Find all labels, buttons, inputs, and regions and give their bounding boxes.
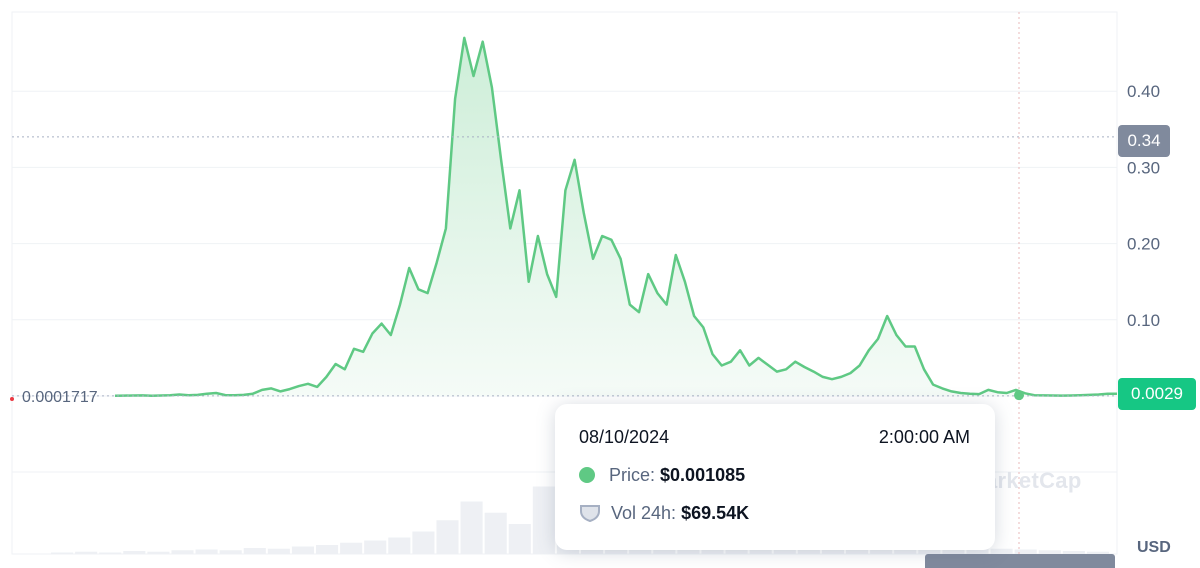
volume-bar bbox=[388, 537, 411, 554]
volume-bar bbox=[1062, 551, 1085, 554]
crosshair-point bbox=[1014, 390, 1024, 401]
volume-bar bbox=[364, 540, 387, 554]
currency-label: USD bbox=[1137, 539, 1171, 556]
volume-bar bbox=[291, 546, 314, 554]
tooltip-volume-value: $69.54K bbox=[681, 503, 750, 523]
volume-bar bbox=[942, 548, 965, 554]
crosshair-guides bbox=[12, 12, 1117, 554]
price-dot-icon bbox=[579, 467, 595, 483]
volume-bar bbox=[966, 547, 989, 554]
volume-bar bbox=[171, 550, 194, 554]
watermark: arketCap bbox=[985, 468, 1082, 493]
volume-bar bbox=[316, 545, 339, 554]
tooltip-price-label: Price: bbox=[609, 465, 656, 485]
volume-shield-icon bbox=[580, 505, 600, 522]
volume-bar bbox=[412, 531, 435, 554]
tooltip-volume-label: Vol 24h: bbox=[611, 503, 677, 523]
volume-bar bbox=[436, 520, 459, 554]
min-price-label: 0.0001717 bbox=[22, 389, 98, 406]
crosshair-value-tag: 0.34 bbox=[1118, 125, 1170, 157]
y-tick-label: 0.30 bbox=[1127, 158, 1160, 177]
volume-bar bbox=[1014, 549, 1037, 554]
volume-bar bbox=[267, 548, 290, 554]
min-marker bbox=[10, 397, 14, 401]
volume-bar bbox=[123, 551, 146, 554]
y-tick-label: 0.40 bbox=[1127, 82, 1160, 101]
volume-bar bbox=[195, 549, 218, 554]
tooltip-price-value: $0.001085 bbox=[660, 465, 746, 485]
volume-bar bbox=[508, 524, 531, 554]
y-axis: 0.10 0.20 0.30 0.40 bbox=[1127, 82, 1160, 330]
tooltip-volume-row: Vol 24h: $69.54K bbox=[579, 503, 749, 524]
volume-bar bbox=[990, 548, 1013, 554]
volume-bar bbox=[340, 542, 363, 554]
last-price-tag: 0.0029 bbox=[1118, 378, 1196, 410]
range-scroll-handle[interactable] bbox=[925, 554, 1115, 568]
tooltip-time: 2:00:00 AM bbox=[878, 427, 970, 447]
y-tick-label: 0.10 bbox=[1127, 311, 1160, 330]
price-line bbox=[114, 36, 1117, 398]
volume-bar bbox=[219, 550, 242, 554]
volume-bar bbox=[147, 551, 170, 554]
tooltip-price-row: Price: $0.001085 bbox=[579, 465, 745, 486]
volume-bar bbox=[243, 548, 266, 554]
volume-bar bbox=[532, 486, 555, 554]
price-area-fill bbox=[115, 37, 1117, 397]
tooltip-date: 08/10/2024 bbox=[579, 427, 670, 447]
volume-bar bbox=[75, 551, 98, 554]
volume-bar bbox=[918, 546, 941, 554]
volume-bar bbox=[99, 552, 122, 554]
volume-bar bbox=[51, 552, 74, 554]
volume-bar bbox=[1086, 551, 1109, 554]
y-tick-label: 0.20 bbox=[1127, 235, 1160, 254]
price-tooltip: 08/10/2024 2:00:00 AM Price: $0.001085 V… bbox=[555, 404, 995, 550]
volume-bar bbox=[1038, 550, 1061, 554]
volume-bar bbox=[460, 501, 483, 554]
volume-bar bbox=[484, 512, 507, 554]
price-area bbox=[114, 36, 1117, 398]
